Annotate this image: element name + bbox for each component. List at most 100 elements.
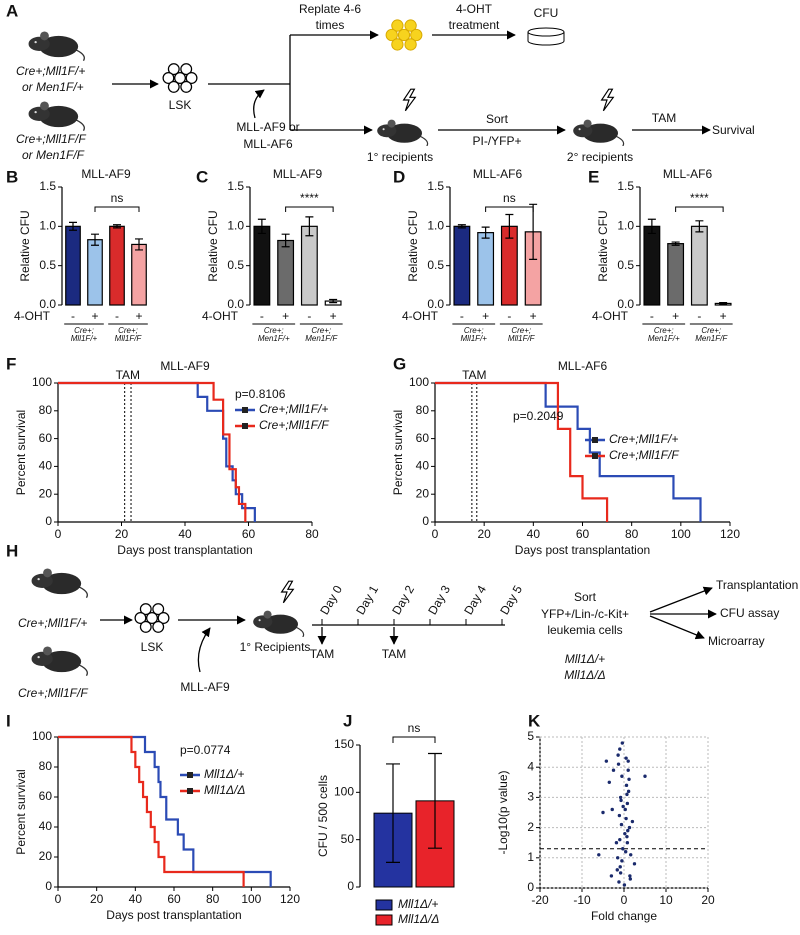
irradiation-icon (281, 580, 294, 604)
point (620, 741, 625, 745)
x-tick-label: + (135, 309, 142, 323)
x-axis-label: Fold change (591, 909, 657, 923)
point (622, 883, 627, 887)
y-tick-label: 0.5 (227, 258, 244, 272)
y-tick-label: 20 (39, 849, 53, 863)
legend-swatch (375, 899, 393, 911)
point (626, 828, 630, 833)
y-tick-label: 0 (527, 880, 534, 894)
plot-frame (539, 736, 709, 889)
x-tick-label: 80 (206, 892, 220, 906)
step-label: 1° Recipients (240, 640, 311, 654)
panel-letter: I (6, 711, 11, 730)
sort-label: leukemia cells (547, 623, 622, 637)
y-tick-label: 0.5 (617, 258, 634, 272)
survival-curve (435, 381, 609, 522)
mouse-icon (252, 609, 305, 637)
x-tick-label: + (330, 309, 337, 323)
y-tick-label: 2 (527, 820, 534, 834)
group-label: Mll1F/+ (461, 334, 488, 343)
x-tick-label: 40 (178, 527, 192, 541)
error-bar (135, 238, 143, 251)
panel-letter: G (393, 354, 406, 373)
panel-letter: D (393, 167, 405, 186)
row-label: 4-OHT (402, 309, 439, 323)
x-tick-label: 120 (720, 527, 740, 541)
y-tick-label: 40 (39, 459, 53, 473)
x-axis-label: Days post transplantation (106, 908, 241, 922)
chart-title: MLL-AF9 (160, 359, 210, 373)
y-axis-label: Relative CFU (406, 210, 420, 281)
point (624, 783, 629, 788)
x-tick-label: 60 (242, 527, 256, 541)
panel-letter: C (196, 167, 208, 186)
row-label: 4-OHT (202, 309, 239, 323)
x-tick-label: 20 (701, 893, 715, 907)
y-axis-label: Relative CFU (18, 210, 32, 281)
error-bar (671, 241, 680, 246)
x-tick-label: 80 (305, 527, 319, 541)
y-tick-label: 0.5 (427, 258, 444, 272)
panel-letter: H (6, 541, 18, 560)
y-tick-label: 1 (527, 850, 534, 864)
x-tick-label: 0 (621, 893, 628, 907)
x-tick-label: - (650, 309, 654, 323)
y-tick-label: 0.0 (617, 297, 634, 311)
y-tick-label: 20 (39, 486, 53, 500)
chart-title: MLL-AF6 (663, 167, 713, 181)
legend-label: Cre+;Mll1F/+ (609, 432, 678, 446)
x-tick-label: - (307, 309, 311, 323)
x-tick-label: -10 (573, 893, 591, 907)
x-tick-label: - (71, 309, 75, 323)
chart-title: MLL-AF9 (273, 167, 323, 181)
error-bar (719, 302, 728, 305)
x-tick-label: 60 (576, 527, 590, 541)
group-label: Cre+; (311, 326, 331, 335)
genotype: Mll1Δ/Δ (564, 668, 605, 682)
point (620, 859, 624, 863)
x-tick-label: 80 (625, 527, 639, 541)
irradiation-icon (403, 88, 416, 112)
bracket (675, 206, 724, 212)
output-label: Microarray (708, 634, 765, 648)
legend-swatch (375, 914, 393, 926)
group-label: Cre+; (701, 326, 721, 335)
error-bar (257, 218, 266, 235)
point (628, 877, 632, 881)
x-tick-label: - (260, 309, 264, 323)
x-tick-label: - (697, 309, 701, 323)
point (629, 853, 633, 857)
lsk-label: LSK (141, 640, 164, 654)
error-bar (505, 213, 514, 239)
point (597, 853, 601, 857)
step-label: Replate 4-6 (299, 2, 361, 16)
x-tick-label: + (530, 309, 537, 323)
irradiation-icon (600, 88, 614, 112)
x-tick-label: 0 (55, 892, 62, 906)
group-label: Cre+; (118, 326, 138, 335)
group-label: Men1F/F (305, 334, 338, 343)
row-label: 4-OHT (592, 309, 629, 323)
dish-icon (527, 27, 565, 46)
y-tick-label: 1.5 (617, 179, 634, 193)
y-tick-label: 0.0 (427, 297, 444, 311)
y-axis-label: -Log10(p value) (496, 770, 510, 854)
point (627, 777, 631, 781)
point (617, 813, 622, 818)
point (643, 774, 647, 778)
step-label: treatment (449, 18, 500, 32)
error-bar (281, 233, 290, 248)
x-tick-label: -20 (531, 893, 549, 907)
x-tick-label: 0 (432, 527, 439, 541)
survival-curve (435, 381, 702, 522)
point (607, 780, 611, 784)
y-tick-label: 0 (422, 514, 429, 528)
panel-letter: E (588, 167, 599, 186)
survival-curve (58, 381, 247, 522)
error-bar (481, 226, 490, 239)
group-label: Mll1F/F (508, 334, 536, 343)
lsk-icon (134, 603, 170, 633)
annotation: ns (111, 191, 124, 205)
step-label: 1° recipients (367, 150, 433, 164)
group-label: Mll1F/+ (71, 334, 98, 343)
